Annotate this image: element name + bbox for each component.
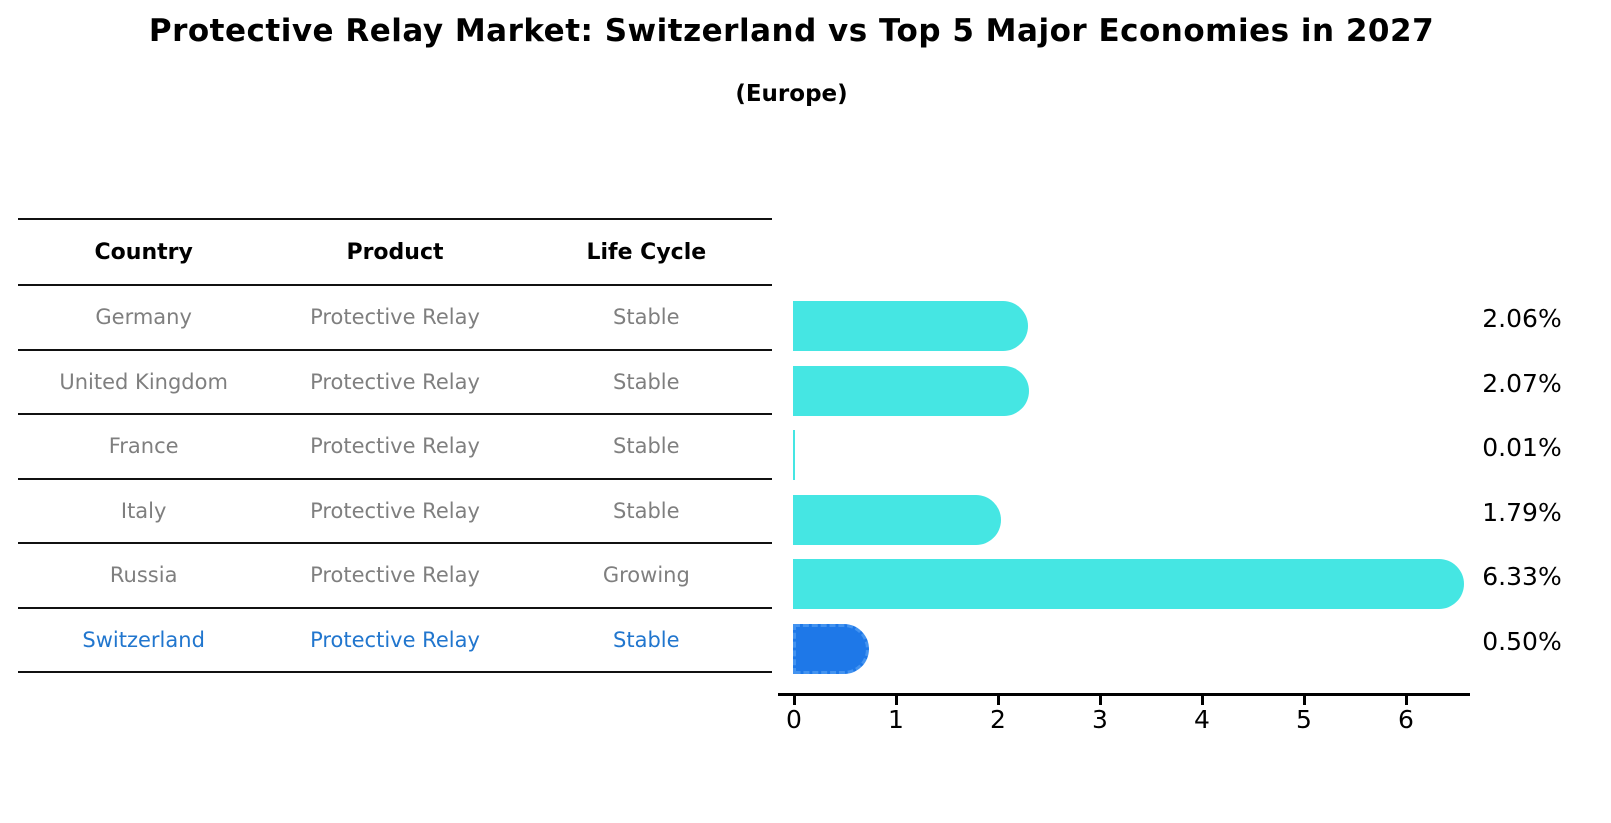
bar-switzerland — [793, 623, 869, 674]
value-label: 0.01% — [1482, 433, 1562, 463]
cell-product: Protective Relay — [310, 563, 480, 588]
cell-country: France — [108, 434, 179, 459]
value-label: 2.06% — [1482, 304, 1562, 334]
cell-life-cycle: Stable — [613, 369, 680, 394]
cell-country: United Kingdom — [59, 369, 228, 394]
x-tick — [1098, 696, 1102, 705]
value-label: 1.79% — [1482, 497, 1562, 527]
cell-product: Protective Relay — [310, 434, 480, 459]
x-tick — [1302, 696, 1306, 705]
cell-product: Protective Relay — [310, 498, 480, 523]
cell-life-cycle: Growing — [602, 563, 690, 588]
x-tick-label: 4 — [1194, 705, 1210, 734]
table-row: France Protective Relay Stable — [18, 415, 772, 480]
bar-germany — [793, 301, 1029, 352]
value-label: 6.33% — [1482, 562, 1562, 592]
bar-italy — [793, 494, 1001, 545]
bar-france — [793, 430, 795, 481]
cell-product: Protective Relay — [310, 627, 480, 652]
cell-life-cycle: Stable — [613, 627, 680, 652]
cell-life-cycle: Stable — [613, 498, 680, 523]
cell-product: Protective Relay — [310, 305, 480, 330]
table-row: Germany Protective Relay Stable — [18, 286, 772, 351]
table-body: Germany Protective Relay Stable United King… — [18, 286, 772, 673]
x-tick — [894, 696, 898, 705]
bar-united-kingdom — [793, 365, 1030, 416]
cell-country: Switzerland — [82, 627, 205, 652]
x-tick — [1404, 696, 1408, 705]
x-tick-label: 6 — [1398, 705, 1414, 734]
table-row: Italy Protective Relay Stable — [18, 480, 772, 544]
cell-country: Russia — [109, 563, 178, 588]
country-table: Country Product Life Cycle Germany Protec… — [18, 218, 772, 673]
x-tick-label: 0 — [786, 705, 802, 734]
x-tick-label: 5 — [1296, 705, 1312, 734]
x-tick — [792, 696, 796, 705]
x-tick — [996, 696, 1000, 705]
value-label: 2.07% — [1482, 368, 1562, 398]
cell-country: Germany — [95, 305, 192, 330]
cell-product: Protective Relay — [310, 369, 480, 394]
header-product: Product — [346, 239, 444, 265]
x-tick-label: 3 — [1092, 705, 1108, 734]
x-tick-label: 2 — [990, 705, 1006, 734]
chart-title: Protective Relay Market: Switzerland vs … — [148, 13, 1435, 49]
x-tick-label: 1 — [888, 705, 904, 734]
chart-subtitle: (Europe) — [735, 81, 848, 107]
cell-country: Italy — [120, 498, 167, 523]
cell-life-cycle: Stable — [613, 434, 680, 459]
table-row: United Kingdom Protective Relay Stable — [18, 351, 772, 415]
header-life-cycle: Life Cycle — [586, 239, 707, 265]
x-tick — [1200, 696, 1204, 705]
cell-life-cycle: Stable — [613, 305, 680, 330]
table-row: Russia Protective Relay Growing — [18, 544, 772, 609]
value-label: 0.50% — [1482, 626, 1562, 656]
bar-russia — [793, 559, 1464, 610]
table-header-row: Country Product Life Cycle — [18, 220, 772, 286]
table-row: Switzerland Protective Relay Stable — [18, 609, 772, 673]
header-country: Country — [94, 239, 193, 265]
x-axis-line — [778, 693, 1470, 696]
